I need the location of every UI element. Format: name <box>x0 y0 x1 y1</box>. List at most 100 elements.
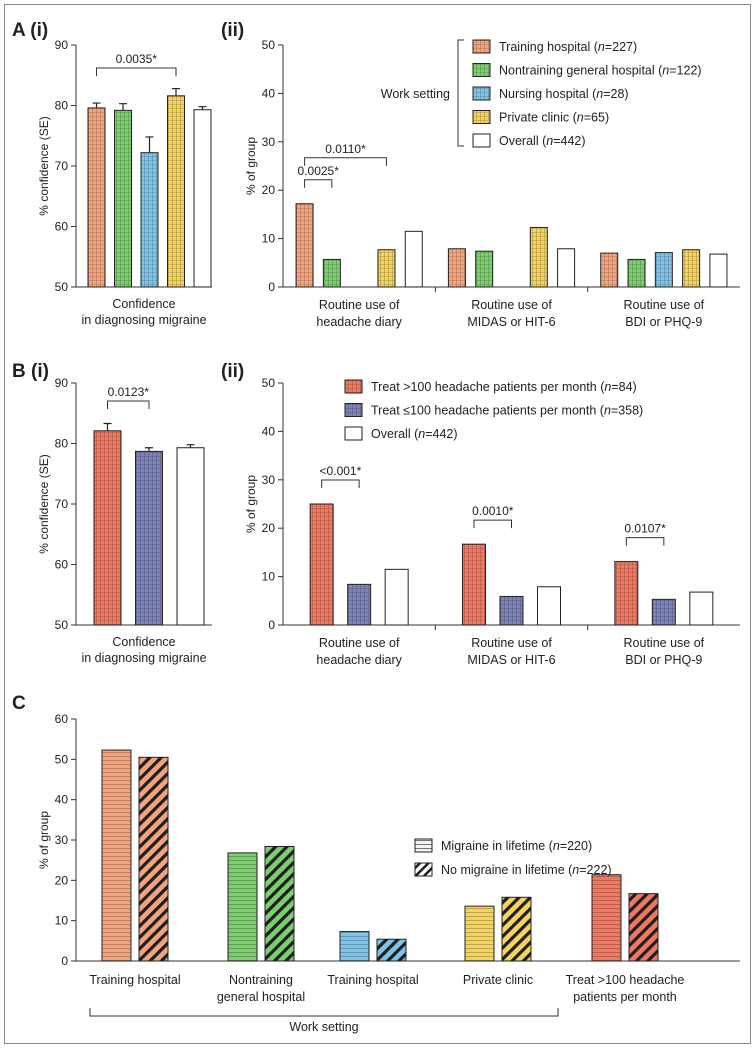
legend-label-B-ii: Treat ≤100 headache patients per month (… <box>371 404 643 418</box>
A-ii-bar <box>529 226 548 288</box>
C-x-category-label: Treat >100 headache <box>566 973 685 987</box>
legend-swatch-A-ii <box>472 133 491 148</box>
A-ii-bar <box>322 258 341 288</box>
B-i-error-bar <box>186 444 195 448</box>
A-ii-bar <box>447 248 466 288</box>
legend-title-A-ii: Work setting <box>381 87 450 101</box>
C-x-category-label: Nontraining <box>229 973 293 987</box>
A-i-error-bar <box>92 102 101 108</box>
legend-label-C: No migraine in lifetime (n=222) <box>441 863 612 877</box>
B-ii-x-category-label: headache diary <box>316 653 402 667</box>
A-ii-bar <box>654 252 673 288</box>
B-ii-bar <box>347 583 372 626</box>
A-i-error-bar <box>198 106 207 110</box>
legend-label-C: Migraine in lifetime (n=220) <box>441 839 592 853</box>
C-group-label: Work setting <box>289 1020 358 1034</box>
legend-swatch-A-ii <box>472 39 491 54</box>
A-i-bar <box>114 109 132 288</box>
B-ii-x-category-label: Routine use of <box>471 636 552 650</box>
panel-label-A-i: A (i) <box>12 20 48 41</box>
B-i-y-tick-label: 70 <box>55 497 69 511</box>
A-i-y-tick-label: 90 <box>55 38 69 52</box>
B-ii-sig-label: <0.001* <box>320 464 362 478</box>
legend-label-A-ii: Training hospital (n=227) <box>499 40 637 54</box>
C-x-category-label: Training hospital <box>327 973 418 987</box>
A-i-y-axis-label: % confidence (SE) <box>37 116 51 215</box>
A-ii-y-axis-label: % of group <box>244 137 258 195</box>
B-i-sig-label: 0.0123* <box>108 385 150 399</box>
B-i-y-axis-label: % confidence (SE) <box>37 454 51 553</box>
B-ii-y-tick-label: 10 <box>262 570 276 584</box>
C-bar <box>591 874 622 962</box>
legend-swatch-A-ii <box>472 63 491 77</box>
C-x-category-label: patients per month <box>573 990 677 1004</box>
B-ii-bar <box>462 543 486 626</box>
A-ii-bar <box>557 248 576 288</box>
B-ii-x-category-label: Routine use of <box>624 636 705 650</box>
C-bar <box>227 852 258 962</box>
C-y-tick-label: 40 <box>55 793 69 807</box>
A-ii-bar <box>404 230 423 288</box>
C-y-tick-label: 10 <box>55 914 69 928</box>
A-i-y-tick-label: 60 <box>55 220 69 234</box>
A-ii-bar <box>600 252 619 288</box>
C-y-tick-label: 60 <box>55 712 69 726</box>
panel-label-B-ii: (ii) <box>221 361 244 382</box>
legend-brace-A-ii <box>457 39 464 147</box>
B-i-bar <box>93 430 122 626</box>
legend-label-A-ii: Nursing hospital (n=28) <box>499 87 629 101</box>
B-ii-y-tick-label: 50 <box>262 376 276 390</box>
A-i-error-bar <box>145 136 154 153</box>
B-i-y-tick-label: 50 <box>55 618 69 632</box>
legend-swatch-C <box>414 838 433 853</box>
A-ii-sig-bracket <box>304 157 387 166</box>
B-ii-bar <box>689 591 714 626</box>
C-y-tick-label: 0 <box>61 954 68 968</box>
A-i-error-bar <box>119 103 127 111</box>
A-ii-y-tick-label: 40 <box>262 86 276 100</box>
A-i-x-category-label: in diagnosing migraine <box>81 313 206 327</box>
A-ii-y-tick-label: 0 <box>268 280 275 294</box>
C-x-category-label: Training hospital <box>89 973 180 987</box>
A-ii-x-category-label: BDI or PHQ-9 <box>625 315 702 329</box>
legend-swatch-A-ii <box>472 86 491 101</box>
legend-swatch-A-ii <box>472 110 491 124</box>
B-ii-y-axis-label: % of group <box>244 475 258 533</box>
A-ii-bar <box>627 258 646 288</box>
A-ii-y-tick-label: 10 <box>262 232 276 246</box>
legend-label-B-ii: Overall (n=442) <box>371 427 458 441</box>
A-ii-bar <box>709 253 728 288</box>
C-y-tick-label: 20 <box>55 873 69 887</box>
A-i-sig-label: 0.0035* <box>116 52 158 66</box>
A-i-sig-bracket <box>96 67 177 76</box>
B-i-error-bar <box>145 447 153 452</box>
C-bar <box>464 905 495 962</box>
A-ii-x-category-label: Routine use of <box>624 298 705 312</box>
A-ii-sig-bracket <box>304 179 333 188</box>
C-bar <box>339 931 370 962</box>
legend-label-A-ii: Overall (n=442) <box>499 134 586 148</box>
B-ii-sig-bracket <box>321 479 360 488</box>
legend-label-B-ii: Treat >100 headache patients per month (… <box>371 380 637 394</box>
A-ii-x-category-label: Routine use of <box>471 298 552 312</box>
C-y-axis-label: % of group <box>37 811 51 869</box>
B-ii-x-category-label: MIDAS or HIT-6 <box>467 653 555 667</box>
A-ii-sig-label: 0.0025* <box>298 164 340 178</box>
B-i-bar <box>135 450 163 626</box>
C-y-tick-label: 50 <box>55 752 69 766</box>
C-group-bracket <box>89 1008 559 1017</box>
panel-label-B-i: B (i) <box>12 361 49 382</box>
B-ii-sig-bracket <box>625 537 665 546</box>
C-bar <box>628 893 659 962</box>
A-ii-y-tick-label: 20 <box>262 183 276 197</box>
C-x-category-label: general hospital <box>217 990 305 1004</box>
B-i-bar <box>176 447 205 626</box>
B-ii-y-tick-label: 30 <box>262 473 276 487</box>
B-i-error-bar <box>103 422 112 431</box>
B-ii-y-tick-label: 20 <box>262 521 276 535</box>
C-bar <box>138 756 169 962</box>
A-ii-y-tick-label: 50 <box>262 38 276 52</box>
panel-label-C: C <box>12 693 26 714</box>
C-x-category-label: Private clinic <box>463 973 533 987</box>
